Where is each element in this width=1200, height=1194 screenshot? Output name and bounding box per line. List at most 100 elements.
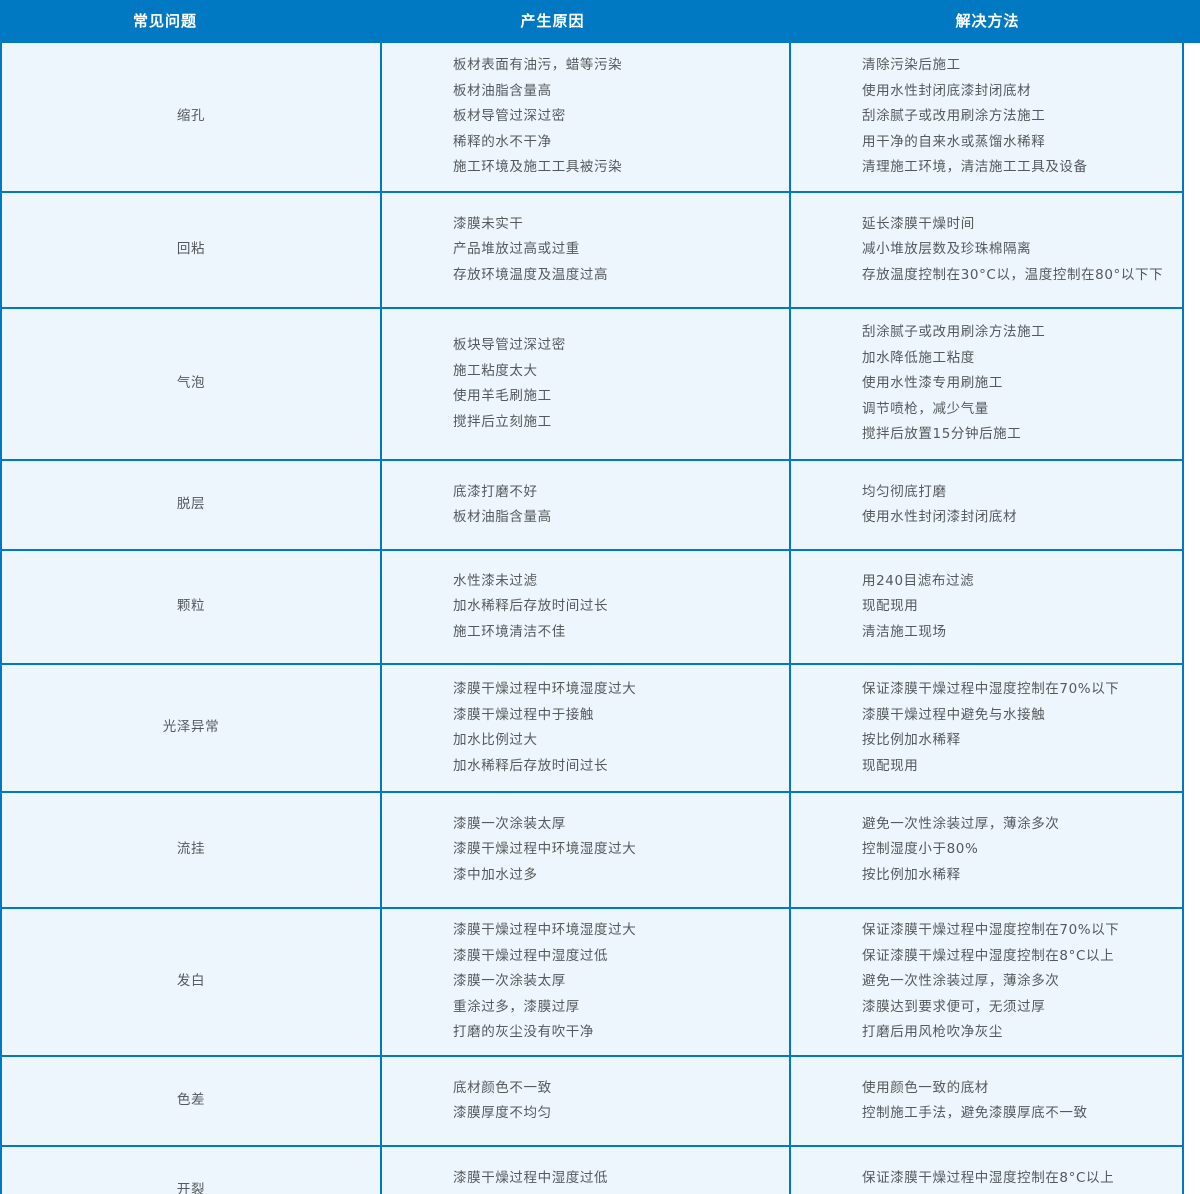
solution-line: 漆膜干燥过程中避免与水接触 [862, 706, 1046, 723]
solution-line: 避免一次性涂装过厚，薄涂多次 [862, 815, 1060, 832]
cause-line: 加水稀释后存放时间过长 [453, 757, 609, 774]
solution-line: 均匀彻底打磨 [862, 483, 947, 500]
cause-line: 漆膜未实干 [453, 215, 524, 232]
cause-line: 漆膜干燥过程中环境湿度过大 [453, 681, 637, 697]
solution-line: 控制施工手法，避免漆膜厚底不一致 [862, 1105, 1088, 1121]
cell-problem: 开裂 [2, 1147, 380, 1194]
cause-line: 漆膜一次涂装太厚 [453, 815, 566, 832]
cause-line: 漆膜干燥过程中湿度过低 [453, 947, 609, 964]
cause-line: 存放环境温度及温度过高 [453, 266, 609, 283]
cell-problem: 缩孔 [2, 43, 380, 191]
cause-line: 重涂过多，漆膜过厚 [453, 998, 580, 1015]
cause-line: 板材导管过深过密 [453, 108, 566, 125]
table-body: 缩孔 板材表面有油污，蜡等污染 板材油脂含量高 板材导管过深过密 稀释的水不干净 施工环境… [0, 43, 1184, 1194]
cell-solution: 均匀彻底打磨使用水性封闭漆封闭底材 [789, 461, 1182, 549]
problem-label: 回粘 [176, 241, 206, 258]
cell-cause: 漆膜未实干产品堆放过高或过重存放环境温度及温度过高 [380, 193, 789, 307]
table-header-row: 常见问题 产生原因 解决方法 [0, 0, 1200, 43]
cell-problem: 脱层 [2, 461, 380, 549]
cell-cause: 板材表面有油污，蜡等污染 板材油脂含量高 板材导管过深过密 稀释的水不干净 施工环境及施… [380, 43, 789, 191]
solution-line: 打磨后用风枪吹净灰尘 [862, 1024, 1003, 1041]
column-header-cause: 产生原因 [520, 12, 585, 30]
cell-problem: 流挂 [2, 793, 380, 907]
cell-cause: 漆膜干燥过程中环境湿度过大 漆膜干燥过程中于接触 加水比例过大 加水稀释后存放时间过长 [380, 665, 789, 791]
problem-label: 脱层 [176, 496, 206, 513]
column-header-solution: 解决方法 [955, 12, 1020, 30]
problem-label: 色差 [176, 1092, 206, 1109]
cell-problem: 回粘 [2, 193, 380, 307]
cell-problem: 颗粒 [2, 551, 380, 663]
cell-cause: 漆膜干燥过程中环境湿度过大 漆膜干燥过程中湿度过低 漆膜一次涂装太厚 重涂过多，漆膜过… [380, 909, 789, 1055]
cell-problem: 气泡 [2, 309, 380, 459]
solution-line: 保证漆膜干燥过程中湿度控制在8°C以上 [862, 1169, 1115, 1186]
table-row: 回粘 漆膜未实干 产品堆放过高或过重 存放环境温度及温度过高 延长漆膜干燥时间 减小堆放层… [2, 193, 1182, 309]
problem-label: 发白 [176, 973, 206, 990]
solution-line: 清理施工环境，清洁施工工具及设备 [862, 159, 1088, 176]
cause-line: 板块导管过深过密 [453, 337, 566, 353]
solution-line: 刮涂腻子或改用刷涂方法施工 [862, 108, 1046, 125]
cause-line: 板材油脂含量高 [453, 509, 552, 525]
table-row: 缩孔 板材表面有油污，蜡等污染 板材油脂含量高 板材导管过深过密 稀释的水不干净 施工环境… [2, 43, 1182, 193]
solution-line: 用干净的自来水或蒸馏水稀释 [862, 133, 1046, 150]
solution-line: 存放温度控制在30°C以，温度控制在80°以下下 [862, 266, 1164, 283]
solution-line: 避免一次性涂装过厚，薄涂多次 [862, 973, 1060, 990]
table-row: 色差 底材颜色不一致 漆膜厚度不均匀 使用颜色一致的底材 控制施工手法，避免漆膜厚底不一… [2, 1057, 1182, 1147]
cause-line: 漆膜厚度不均匀 [453, 1105, 552, 1121]
cause-line: 底漆打磨不好 [453, 483, 538, 500]
solution-line: 保证漆膜干燥过程中湿度控制在70%以下 [862, 922, 1120, 939]
problem-label: 光泽异常 [162, 719, 220, 736]
cause-line: 搅拌后立刻施工 [453, 413, 552, 430]
problem-label: 流挂 [176, 841, 206, 858]
cause-line: 水性漆未过滤 [453, 572, 538, 589]
cause-line: 漆膜干燥过程中环境湿度过大 [453, 841, 637, 858]
solution-line: 漆膜达到要求便可，无须过厚 [862, 998, 1046, 1015]
table-row: 流挂 漆膜一次涂装太厚漆膜干燥过程中环境湿度过大 漆中加水过多 避免一次性涂装过厚，薄… [2, 793, 1182, 909]
solution-line: 延长漆膜干燥时间 [862, 215, 975, 232]
table-row: 脱层 底漆打磨不好 板材油脂含量高 均匀彻底打磨使用水性封闭漆封闭底材 [2, 461, 1182, 551]
solution-line: 清除污染后施工 [862, 57, 961, 74]
solution-line: 调节喷枪，减少气量 [862, 400, 989, 417]
cause-line: 加水比例过大 [453, 732, 538, 748]
problem-label: 缩孔 [176, 108, 206, 125]
cause-line: 产品堆放过高或过重 [453, 241, 580, 258]
table-row: 光泽异常 漆膜干燥过程中环境湿度过大 漆膜干燥过程中于接触 加水比例过大 加水稀释后存放… [2, 665, 1182, 793]
cause-line: 漆中加水过多 [453, 866, 538, 883]
cause-line: 稀释的水不干净 [453, 133, 552, 150]
solution-line: 加水降低施工粘度 [862, 349, 975, 366]
cell-problem: 色差 [2, 1057, 380, 1145]
solution-line: 按比例加水稀释 [862, 866, 961, 883]
cause-line: 使用羊毛刷施工 [453, 388, 552, 404]
solution-line: 刮涂腻子或改用刷涂方法施工 [862, 324, 1046, 341]
solution-line: 现配现用 [862, 598, 919, 615]
cause-line: 打磨的灰尘没有吹干净 [453, 1024, 594, 1041]
cause-line: 底材颜色不一致 [453, 1079, 552, 1096]
problem-label: 颗粒 [176, 598, 206, 615]
solution-line: 使用颜色一致的底材 [862, 1079, 989, 1096]
cell-solution: 清除污染后施工 使用水性封闭底漆封闭底材 刮涂腻子或改用刷涂方法施工 用干净的自来水或… [789, 43, 1182, 191]
table-row: 颗粒 水性漆未过滤 加水稀释后存放时间过长 施工环境清洁不佳 用240目滤布过滤 现配现用… [2, 551, 1182, 665]
solution-line: 控制湿度小于80% [862, 841, 979, 858]
cell-solution: 用240目滤布过滤 现配现用 清洁施工现场 [789, 551, 1182, 663]
cause-line: 板材油脂含量高 [453, 82, 552, 99]
solution-line: 使用水性封闭漆封闭底材 [862, 509, 1018, 525]
table-row: 气泡 板块导管过深过密 施工粘度太大 使用羊毛刷施工 搅拌后立刻施工 刮涂腻子或改用刷涂方… [2, 309, 1182, 461]
solution-line: 使用水性漆专用刷施工 [862, 375, 1003, 392]
problem-label: 气泡 [176, 375, 206, 392]
table-row: 开裂 漆膜干燥过程中湿度过低干燥速度过快保证漆膜干燥过程中湿度控制在8°C以上避免… [2, 1147, 1182, 1194]
cell-cause: 底材颜色不一致 漆膜厚度不均匀 [380, 1057, 789, 1145]
cause-line: 板材表面有油污，蜡等污染 [453, 57, 623, 74]
cell-problem: 光泽异常 [2, 665, 380, 791]
cell-solution: 保证漆膜干燥过程中湿度控制在8°C以上避免用热风干漆膜 [789, 1147, 1182, 1194]
cause-line: 漆膜一次涂装太厚 [453, 973, 566, 990]
column-header-problem: 常见问题 [132, 12, 197, 30]
solution-line: 用240目滤布过滤 [862, 572, 975, 589]
cause-line: 施工环境清洁不佳 [453, 623, 566, 640]
cell-cause: 水性漆未过滤加水稀释后存放时间过长 施工环境清洁不佳 [380, 551, 789, 663]
cell-cause: 漆膜一次涂装太厚漆膜干燥过程中环境湿度过大 漆中加水过多 [380, 793, 789, 907]
cell-solution: 延长漆膜干燥时间减小堆放层数及珍珠棉隔离存放温度控制在30°C以，温度控制在80… [789, 193, 1182, 307]
cell-solution: 刮涂腻子或改用刷涂方法施工 加水降低施工粘度使用水性漆专用刷施工 调节喷枪，减少气量… [789, 309, 1182, 459]
cell-problem: 发白 [2, 909, 380, 1055]
cause-line: 加水稀释后存放时间过长 [453, 598, 609, 615]
solution-line: 减小堆放层数及珍珠棉隔离 [862, 241, 1032, 258]
cell-solution: 使用颜色一致的底材控制施工手法，避免漆膜厚底不一致 [789, 1057, 1182, 1145]
